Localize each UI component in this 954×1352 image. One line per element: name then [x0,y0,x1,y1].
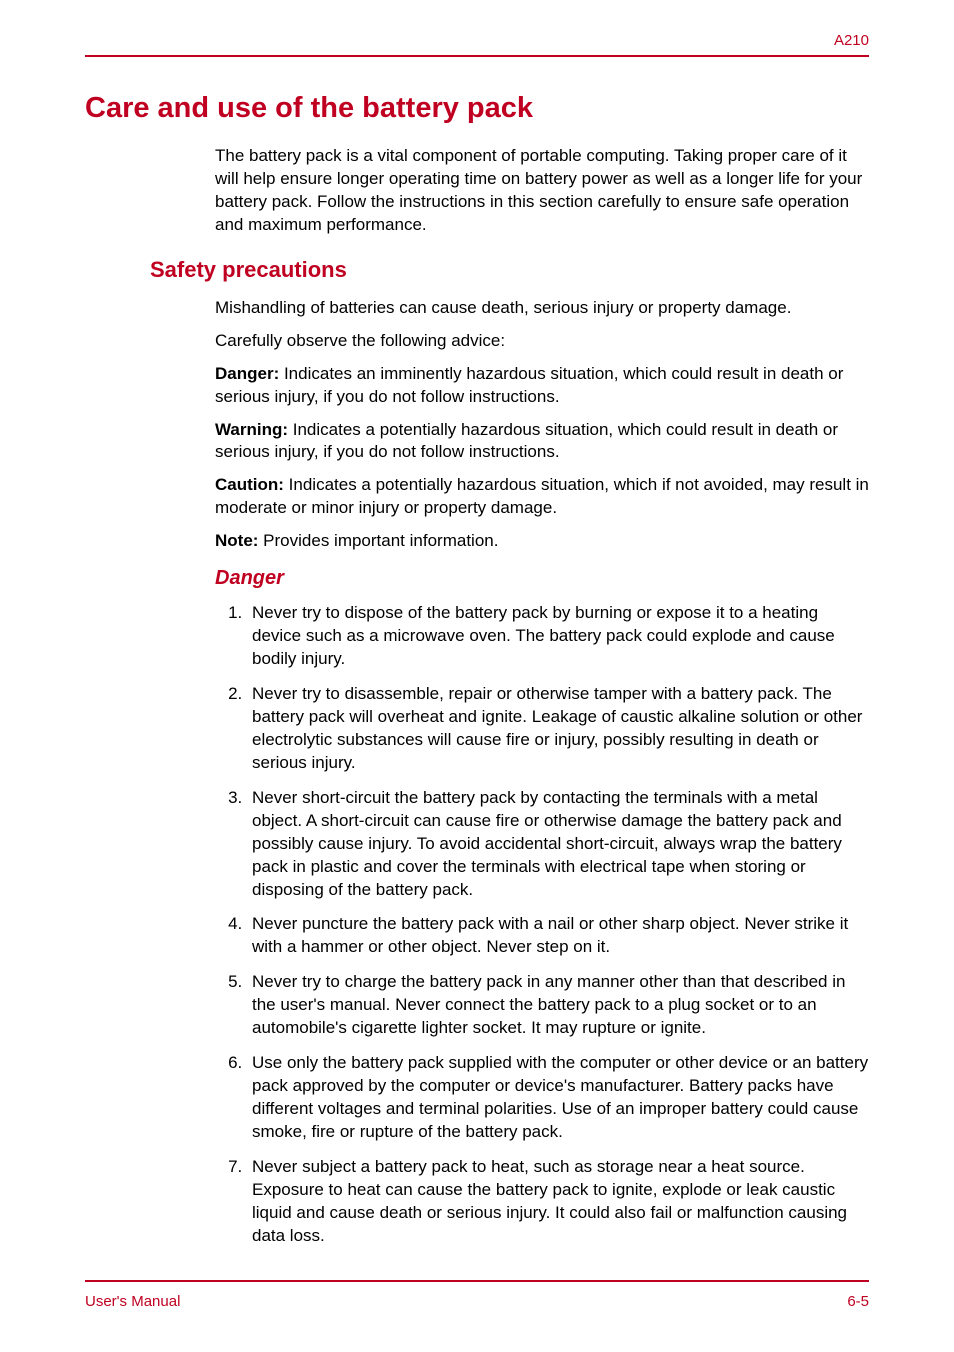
list-item: Never try to disassemble, repair or othe… [247,683,869,775]
definition-text: Indicates an imminently hazardous situat… [215,364,843,406]
section-heading: Safety precautions [150,257,869,283]
definition-label: Caution: [215,475,284,494]
definition-caution: Caution: Indicates a potentially hazardo… [215,474,869,520]
paragraph: Mishandling of batteries can cause death… [215,297,869,320]
definition-text: Indicates a potentially hazardous situat… [215,420,838,462]
paragraph: Carefully observe the following advice: [215,330,869,353]
intro-paragraph: The battery pack is a vital component of… [215,145,869,237]
definition-note: Note: Provides important information. [215,530,869,553]
header-label: A210 [834,32,869,49]
definition-warning: Warning: Indicates a potentially hazardo… [215,419,869,465]
list-item: Never try to charge the battery pack in … [247,971,869,1040]
page-title: Care and use of the battery pack [85,92,869,125]
header-rule [85,55,869,57]
footer-rule [85,1280,869,1282]
list-item: Never short-circuit the battery pack by … [247,787,869,902]
definition-text: Indicates a potentially hazardous situat… [215,475,869,517]
definition-danger: Danger: Indicates an imminently hazardou… [215,363,869,409]
footer-page-number: 6-5 [847,1293,869,1310]
footer-left: User's Manual [85,1293,180,1310]
definition-text: Provides important information. [258,531,498,550]
list-item: Never puncture the battery pack with a n… [247,913,869,959]
definition-label: Danger: [215,364,279,383]
list-item: Never try to dispose of the battery pack… [247,602,869,671]
definition-label: Note: [215,531,258,550]
list-item: Never subject a battery pack to heat, su… [247,1156,869,1248]
danger-list: Never try to dispose of the battery pack… [215,602,869,1247]
definition-label: Warning: [215,420,288,439]
danger-heading: Danger [215,567,869,590]
list-item: Use only the battery pack supplied with … [247,1052,869,1144]
